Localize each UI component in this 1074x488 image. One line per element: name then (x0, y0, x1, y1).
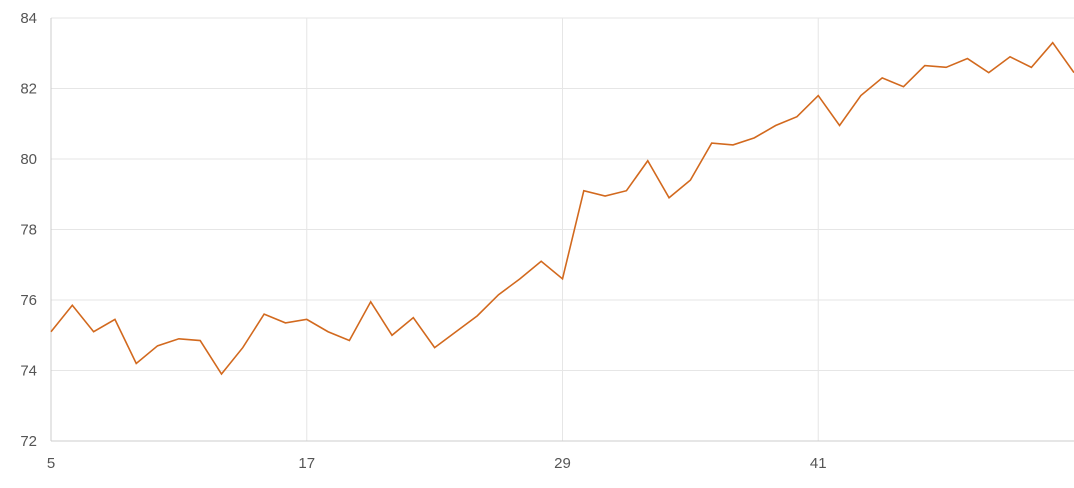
x-tick-label-41: 41 (810, 455, 827, 472)
series-layer (50, 41, 1074, 376)
y-tick-label-72: 72 (20, 433, 37, 450)
y-tick-label-78: 78 (20, 222, 37, 239)
grid-lines (51, 17, 1074, 441)
x-tick-label-5: 5 (47, 455, 55, 472)
y-tick-label-84: 84 (20, 10, 37, 27)
y-tick-labels: 72 74 76 78 80 82 84 (20, 10, 37, 450)
x-tick-label-17: 17 (298, 455, 315, 472)
axes (50, 18, 1074, 442)
y-tick-label-76: 76 (20, 292, 37, 309)
y-tick-label-82: 82 (20, 81, 37, 98)
series-line-0 (50, 41, 1074, 376)
y-tick-label-80: 80 (20, 151, 37, 168)
x-tick-label-29: 29 (554, 455, 571, 472)
y-tick-label-74: 74 (20, 363, 37, 380)
x-tick-labels: 5 17 29 41 (47, 455, 827, 472)
